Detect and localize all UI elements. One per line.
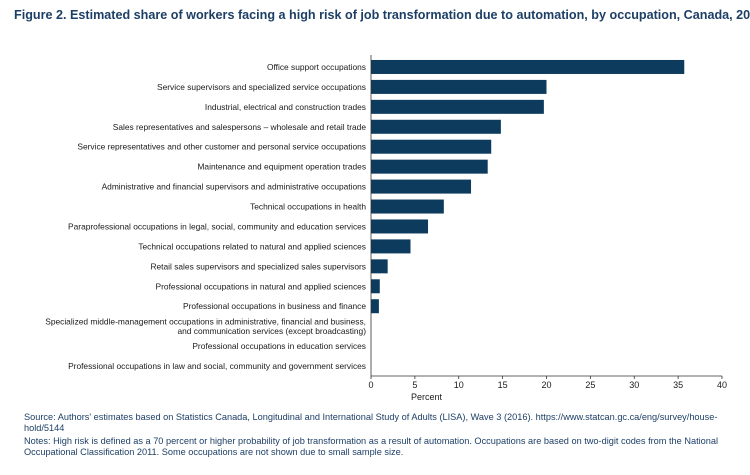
bar	[371, 179, 472, 194]
x-tick-label: 40	[717, 380, 727, 390]
category-label: Maintenance and equipment operation trad…	[197, 162, 366, 172]
category-label: Paraprofessional occupations in legal, s…	[68, 221, 366, 231]
category-label: Service supervisors and specialized serv…	[157, 82, 366, 92]
category-label: Administrative and financial supervisors…	[102, 182, 366, 192]
x-tick-label: 35	[673, 380, 683, 390]
x-tick-label: 10	[454, 380, 464, 390]
bar-chart: Office support occupations Service superv…	[45, 55, 727, 402]
figure-title: Figure 2. Estimated share of workers fac…	[14, 8, 750, 22]
category-label: Office support occupations	[267, 62, 366, 72]
category-label: Professional occupations in law and soci…	[68, 361, 366, 371]
category-labels: Office support occupations Service superv…	[45, 62, 366, 371]
bar	[371, 239, 411, 254]
bar	[371, 299, 379, 314]
bar	[371, 199, 444, 214]
source-note: Source: Authors' estimates based on Stat…	[24, 412, 718, 433]
category-label: Industrial, electrical and construction …	[205, 102, 366, 112]
bar	[371, 99, 544, 114]
x-tick-label: 0	[368, 380, 373, 390]
bar	[371, 279, 380, 294]
category-label: Professional occupations in business and…	[183, 301, 366, 311]
bar	[371, 59, 685, 74]
x-axis: 0 5 10 15 20 25 30 35 40 Percent	[368, 55, 727, 402]
x-tick-label: 30	[629, 380, 639, 390]
category-label: Sales representatives and salespersons –…	[113, 122, 367, 132]
category-label: Technical occupations in health	[250, 202, 366, 212]
x-axis-title: Percent	[411, 392, 443, 402]
x-tick-label: 20	[541, 380, 551, 390]
category-label: Service representatives and other custom…	[77, 142, 366, 152]
category-label: Specialized middle-management occupation…	[45, 316, 366, 336]
category-label: Professional occupations in education se…	[192, 341, 366, 351]
bar	[371, 159, 488, 174]
category-label: Technical occupations related to natural…	[138, 241, 366, 251]
x-tick-label: 15	[498, 380, 508, 390]
bars	[371, 59, 685, 314]
category-label: Professional occupations in natural and …	[156, 281, 366, 291]
bar	[371, 79, 547, 94]
bar	[371, 259, 388, 274]
notes: Notes: High risk is defined as a 70 perc…	[24, 436, 719, 457]
bar	[371, 119, 501, 134]
x-tick-label: 25	[585, 380, 595, 390]
bar	[371, 139, 492, 154]
x-tick-label: 5	[412, 380, 417, 390]
bar	[371, 219, 429, 234]
category-label: Retail sales supervisors and specialized…	[150, 261, 366, 271]
